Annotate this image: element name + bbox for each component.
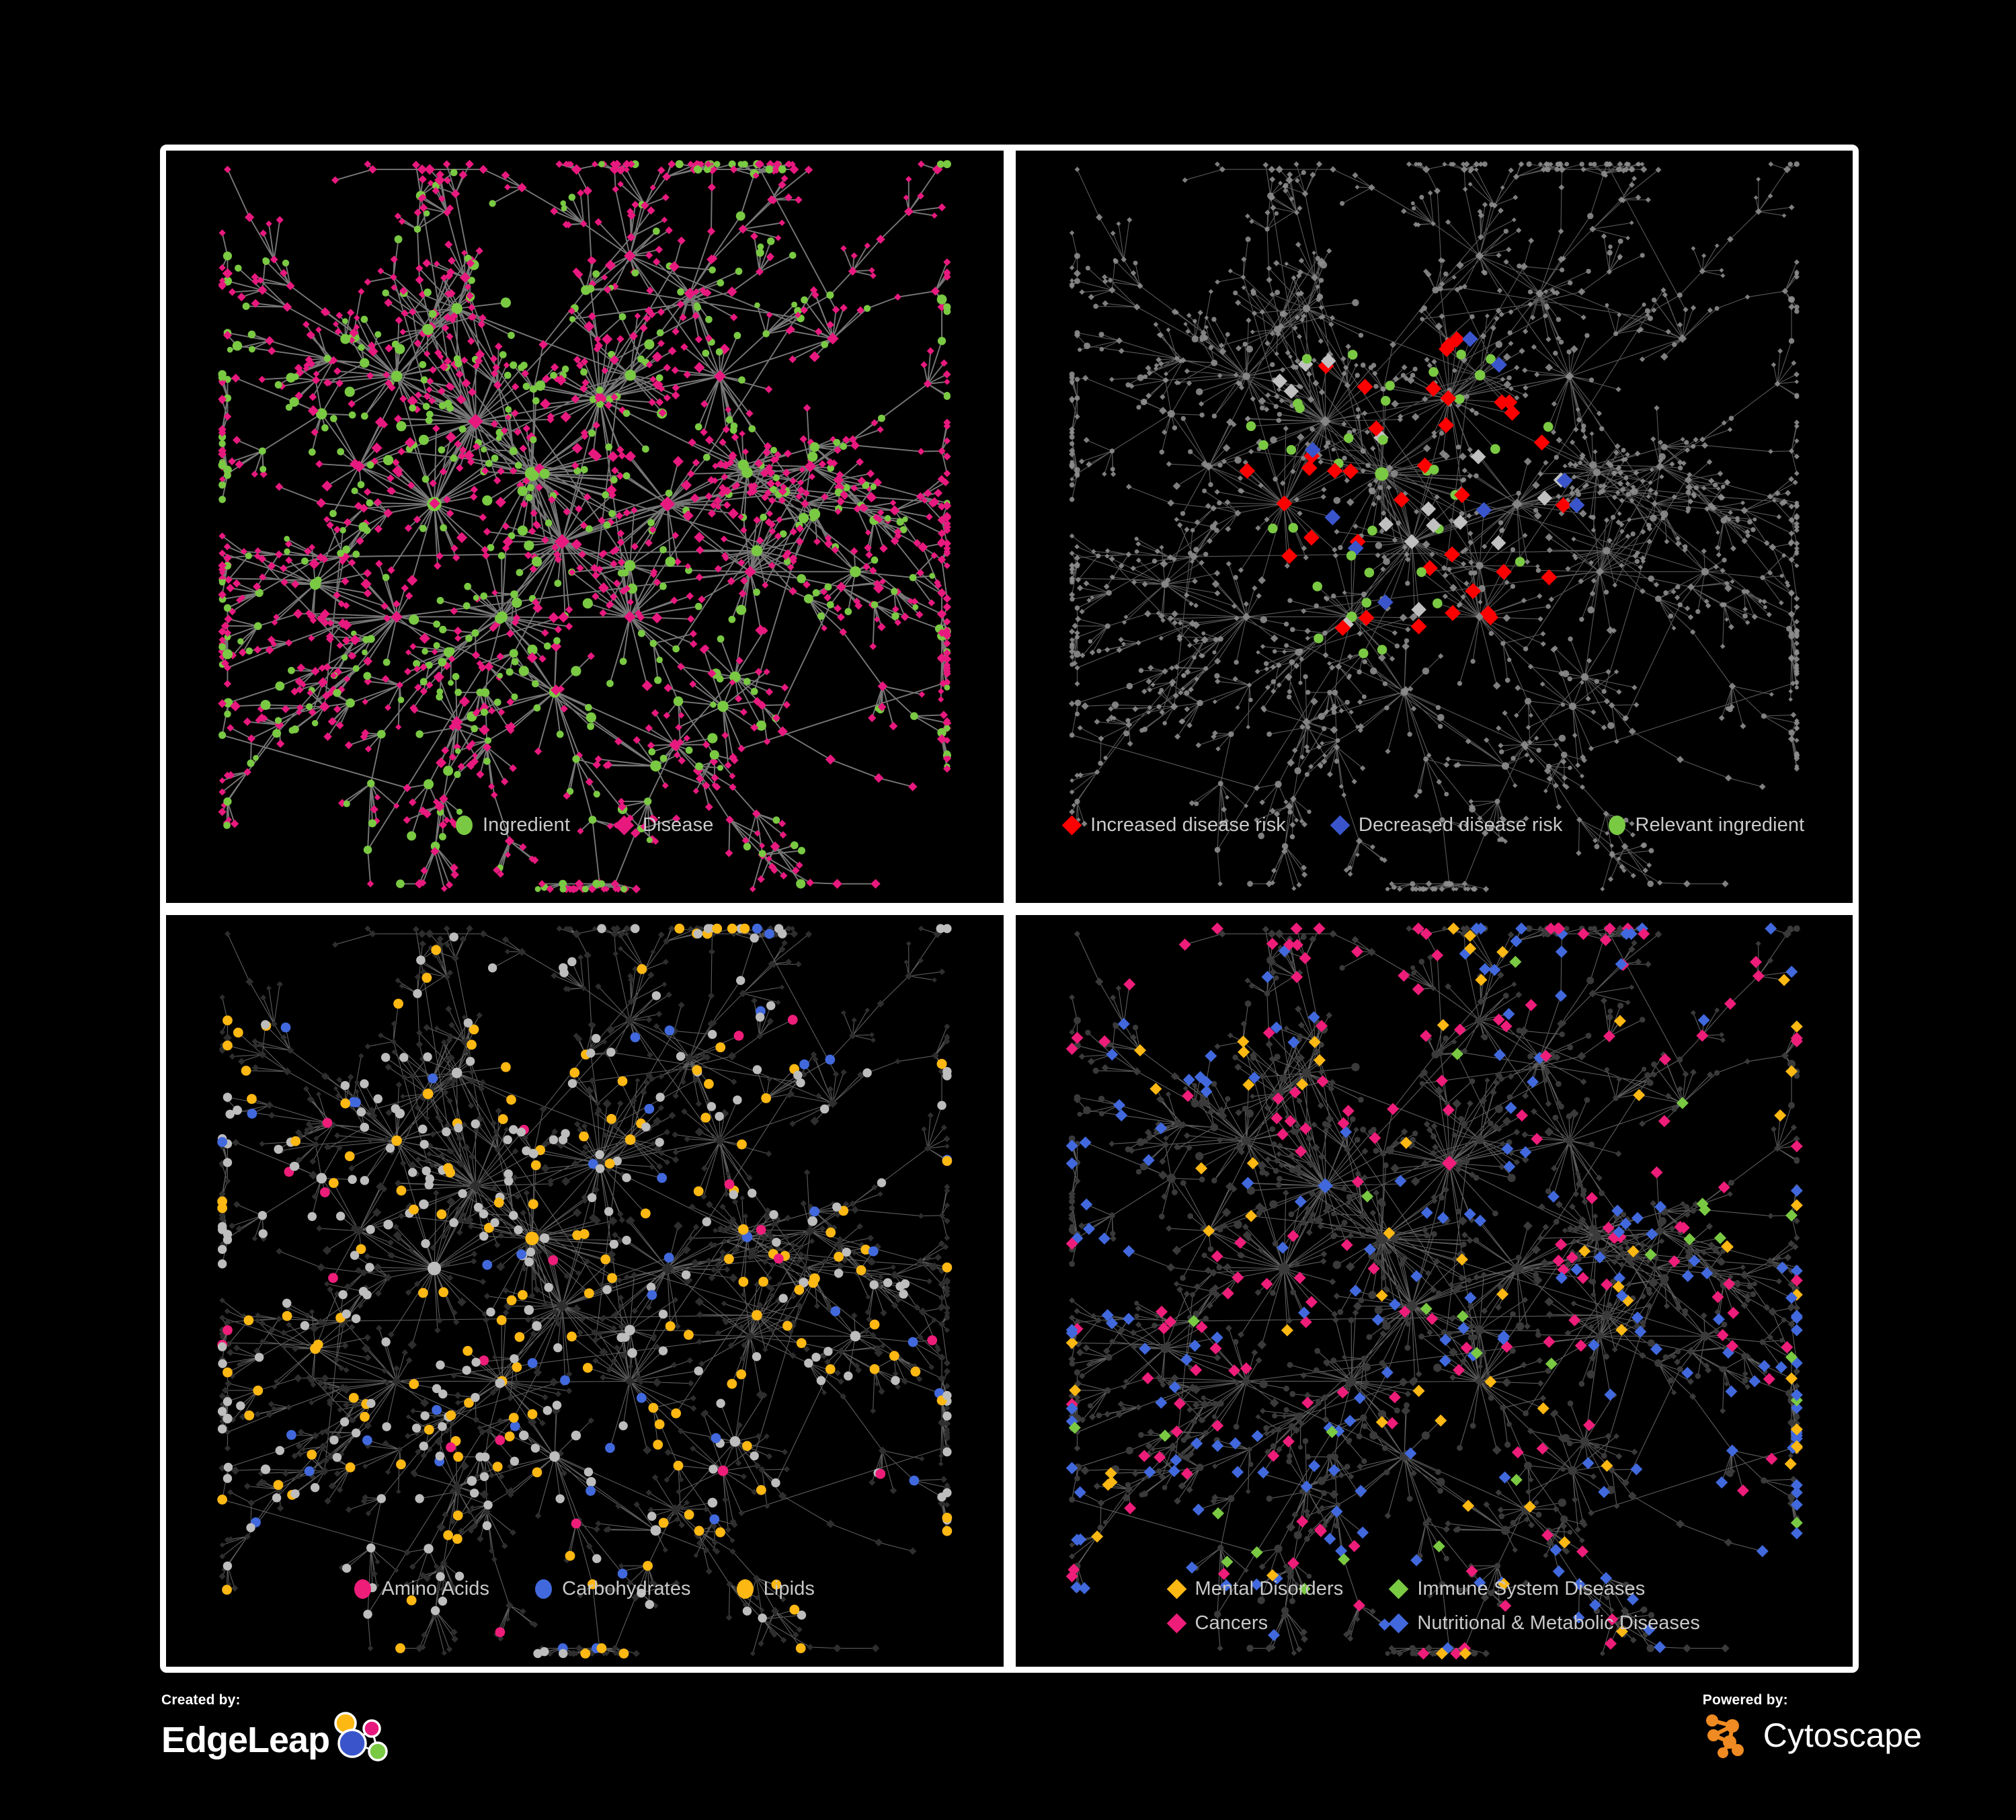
panel-ingredient-class[interactable]: Amino Acids Carbohydrates Lipids <box>166 914 1004 1667</box>
network-canvas-4[interactable] <box>1016 915 1853 1667</box>
cytoscape-network-logo <box>1705 1714 1744 1758</box>
panel-ingredient-disease[interactable]: Ingredient Disease <box>166 151 1004 903</box>
network-canvas-3[interactable] <box>166 915 1004 1667</box>
cytoscape-wordmark: Cytoscape <box>1763 1716 1922 1754</box>
powered-by-brand[interactable]: Powered by: <box>1703 1692 1922 1759</box>
panel-grid: Ingredient Disease Increased disease ris… <box>160 145 1859 1673</box>
edgeleap-network-logo <box>334 1712 388 1762</box>
panel-disease-risk[interactable]: Increased disease risk Decreased disease… <box>1015 151 1853 903</box>
edgeleap-wordmark: EdgeLeap <box>161 1720 330 1760</box>
created-by-brand[interactable]: Created by: EdgeLeap <box>161 1692 394 1769</box>
powered-by-kicker: Powered by: <box>1702 1692 1788 1708</box>
created-by-kicker: Created by: <box>161 1692 241 1708</box>
network-canvas-1[interactable] <box>166 151 1004 903</box>
network-canvas-2[interactable] <box>1016 151 1853 903</box>
figure-footer: Created by: EdgeLeap Powe <box>0 1677 2016 1798</box>
panel-disease-class[interactable]: Mental Disorders Immune System Diseases … <box>1015 914 1853 1667</box>
